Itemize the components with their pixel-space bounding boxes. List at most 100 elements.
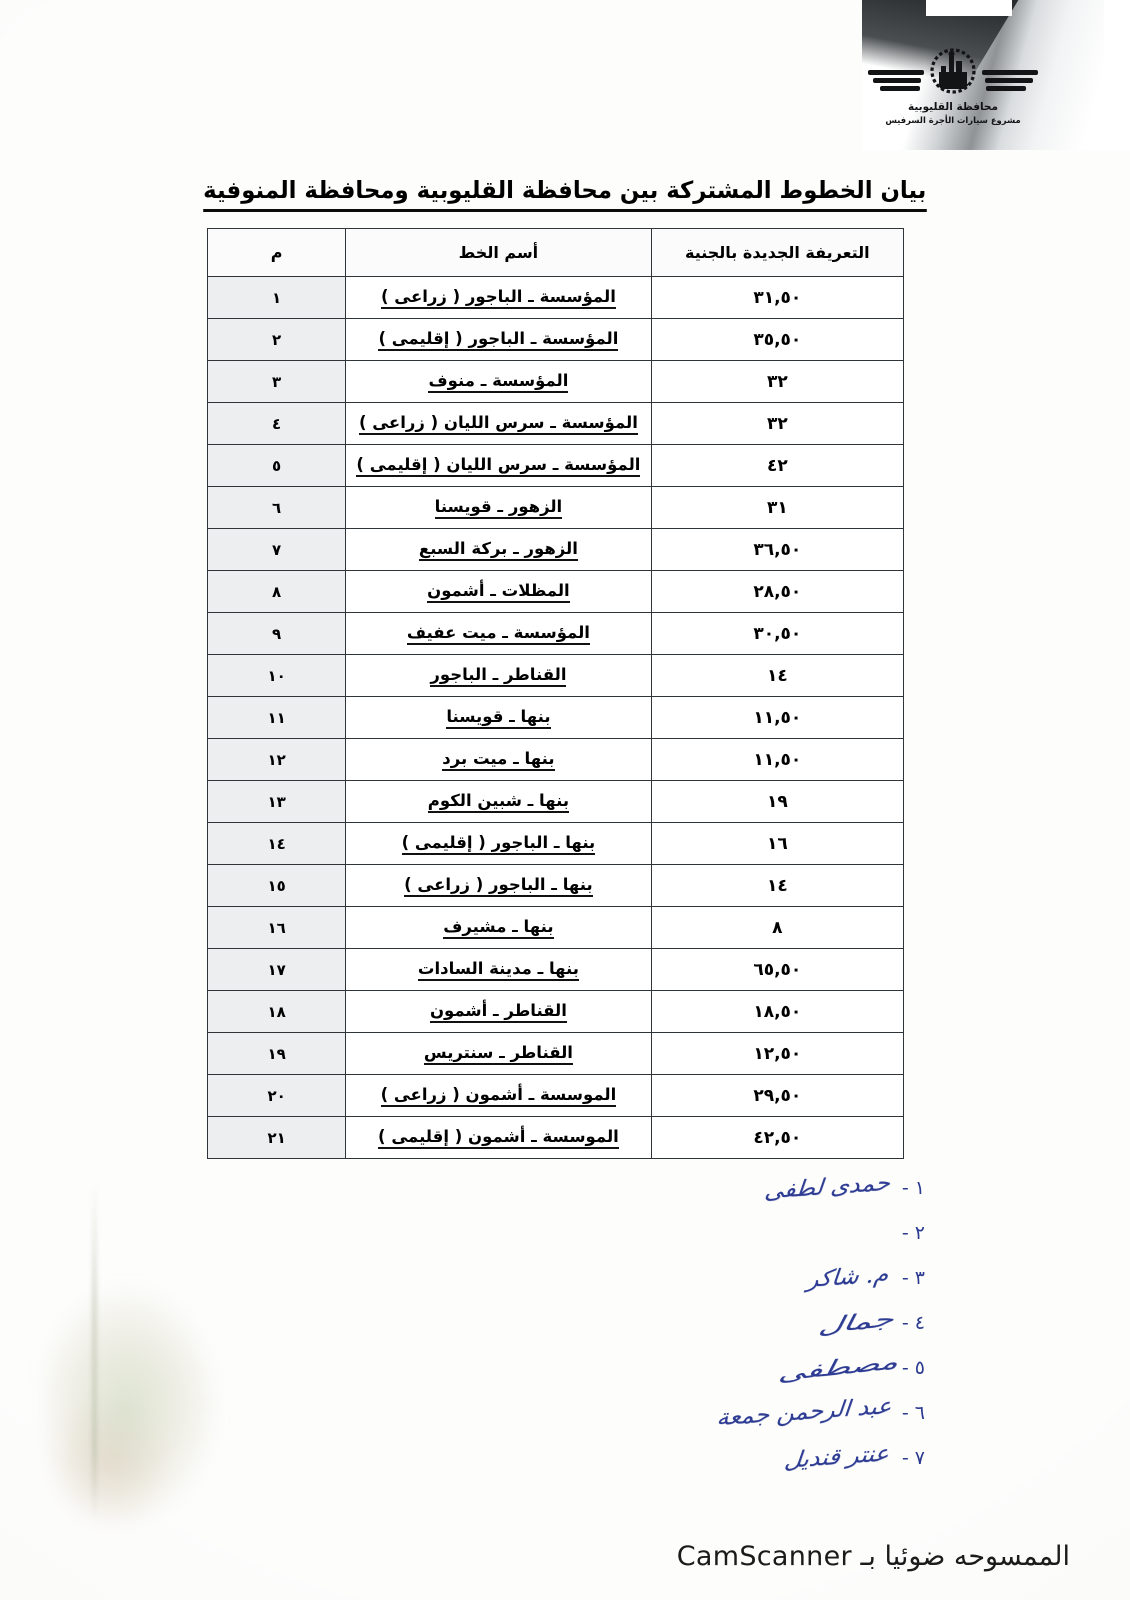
camscanner-watermark: الممسوحه ضوئيا بـ CamScanner [676, 1541, 1070, 1572]
cell-row-number: ١٤ [206, 822, 347, 865]
table-row: ١١,٥٠ بنها ـ ميت برد ١٢ [206, 738, 905, 781]
table-row: ٣٢ المؤسسة ـ سرس الليان ( زراعى ) ٤ [206, 402, 905, 445]
signature-row: ٢ - [625, 1210, 925, 1255]
table-row: ٣٢ المؤسسة ـ منوف ٣ [206, 360, 905, 403]
cell-fare: ١٢,٥٠ [650, 1032, 905, 1075]
page-title: بيان الخطوط المشتركة بين محافظة القليوبي… [203, 176, 927, 212]
cell-line-name: المؤسسة ـ ميت عفيف [345, 612, 652, 655]
cell-fare: ١٨,٥٠ [650, 990, 905, 1033]
letterhead-logo: محافظة القليوبية مشروع سيارات الأجرة الس… [868, 48, 1038, 146]
cell-line-name: المؤسسة ـ منوف [345, 360, 652, 403]
cell-line-name: المؤسسة ـ الباجور ( إقليمى ) [345, 318, 652, 361]
cell-fare: ٤٢ [650, 444, 905, 487]
handwritten-signature: حمدى لطفى [763, 1170, 891, 1205]
table-header-row: التعريفة الجديدة بالجنية أسم الخط م [206, 228, 905, 277]
cell-line-name: بنها ـ قويسنا [345, 696, 652, 739]
cell-line-name: القناطر ـ الباجور [345, 654, 652, 697]
cell-line-name: بنها ـ مشيرف [345, 906, 652, 949]
cell-line-name: بنها ـ ميت برد [345, 738, 652, 781]
table-row: ١٨,٥٠ القناطر ـ أشمون ١٨ [206, 990, 905, 1033]
signature-number: ٥ - [901, 1356, 925, 1379]
cell-line-name: المؤسسة ـ سرس الليان ( إقليمى ) [345, 444, 652, 487]
cell-row-number: ٢٠ [206, 1074, 347, 1117]
table-row: ١٩ بنها ـ شبين الكوم ١٣ [206, 780, 905, 823]
cell-line-name: الموسسة ـ أشمون ( زراعى ) [345, 1074, 652, 1117]
cell-row-number: ٢ [206, 318, 347, 361]
table-row: ١٤ القناطر ـ الباجور ١٠ [206, 654, 905, 697]
column-header-number: م [206, 228, 347, 277]
table-row: ٤٢ المؤسسة ـ سرس الليان ( إقليمى ) ٥ [206, 444, 905, 487]
routes-table: التعريفة الجديدة بالجنية أسم الخط م ٣١,٥… [206, 228, 905, 1159]
cell-fare: ٣٦,٥٠ [650, 528, 905, 571]
cell-row-number: ٧ [206, 528, 347, 571]
cell-row-number: ٥ [206, 444, 347, 487]
cell-fare: ١١,٥٠ [650, 696, 905, 739]
cell-fare: ١٤ [650, 864, 905, 907]
cell-line-name: المؤسسة ـ سرس الليان ( زراعى ) [345, 402, 652, 445]
cell-fare: ٢٨,٥٠ [650, 570, 905, 613]
cell-line-name: بنها ـ شبين الكوم [345, 780, 652, 823]
handwritten-signature: مصطفى [777, 1348, 901, 1387]
cell-row-number: ١٦ [206, 906, 347, 949]
page-corner-shadow [862, 0, 1130, 150]
signature-row: ٤ - جمال [625, 1300, 925, 1345]
winged-eagle-emblem-icon [868, 48, 1038, 100]
signature-row: ١ - حمدى لطفى [625, 1165, 925, 1210]
cell-row-number: ٦ [206, 486, 347, 529]
cell-fare: ٣٢ [650, 402, 905, 445]
signature-number: ١ - [901, 1176, 925, 1199]
cell-row-number: ١ [206, 276, 347, 319]
table-row: ٢٨,٥٠ المظلات ـ أشمون ٨ [206, 570, 905, 613]
table-row: ٨ بنها ـ مشيرف ١٦ [206, 906, 905, 949]
cell-fare: ٣١,٥٠ [650, 276, 905, 319]
table-row: ٣٥,٥٠ المؤسسة ـ الباجور ( إقليمى ) ٢ [206, 318, 905, 361]
cell-row-number: ٤ [206, 402, 347, 445]
cell-fare: ٣١ [650, 486, 905, 529]
table-row: ٣١ الزهور ـ قويسنا ٦ [206, 486, 905, 529]
cell-fare: ٨ [650, 906, 905, 949]
column-header-line-name: أسم الخط [345, 228, 652, 277]
cell-row-number: ١٩ [206, 1032, 347, 1075]
cell-line-name: المظلات ـ أشمون [345, 570, 652, 613]
table-row: ١٤ بنها ـ الباجور ( زراعى ) ١٥ [206, 864, 905, 907]
cell-fare: ١٦ [650, 822, 905, 865]
signature-number: ٧ - [901, 1446, 925, 1469]
table-row: ٤٢,٥٠ الموسسة ـ أشمون ( إقليمى ) ٢١ [206, 1116, 905, 1159]
column-header-fare: التعريفة الجديدة بالجنية [650, 228, 905, 277]
cell-line-name: بنها ـ الباجور ( زراعى ) [345, 864, 652, 907]
cell-line-name: المؤسسة ـ الباجور ( زراعى ) [345, 276, 652, 319]
table-row: ٦٥,٥٠ بنها ـ مدينة السادات ١٧ [206, 948, 905, 991]
logo-project-name: مشروع سيارات الأجرة السرفيس [885, 115, 1021, 125]
cell-line-name: الزهور ـ بركة السبع [345, 528, 652, 571]
cell-fare: ٦٥,٥٠ [650, 948, 905, 991]
cell-row-number: ٨ [206, 570, 347, 613]
cell-row-number: ١٢ [206, 738, 347, 781]
logo-governorate-name: محافظة القليوبية [908, 101, 998, 113]
cell-line-name: الموسسة ـ أشمون ( إقليمى ) [345, 1116, 652, 1159]
cell-line-name: بنها ـ الباجور ( إقليمى ) [345, 822, 652, 865]
cell-line-name: الزهور ـ قويسنا [345, 486, 652, 529]
signature-number: ٤ - [901, 1311, 925, 1334]
table-row: ٣١,٥٠ المؤسسة ـ الباجور ( زراعى ) ١ [206, 276, 905, 319]
signature-block: ١ - حمدى لطفى ٢ -٣ - م. شاكر ٤ - جمال ٥ - مصطفى… [625, 1165, 925, 1485]
cell-fare: ٣٢ [650, 360, 905, 403]
page-title-wrap: بيان الخطوط المشتركة بين محافظة القليوبي… [0, 176, 1130, 212]
cell-line-name: القناطر ـ أشمون [345, 990, 652, 1033]
cell-fare: ٢٩,٥٠ [650, 1074, 905, 1117]
cell-fare: ٣٥,٥٠ [650, 318, 905, 361]
signature-number: ٦ - [901, 1401, 925, 1424]
cell-fare: ٤٢,٥٠ [650, 1116, 905, 1159]
cell-row-number: ١١ [206, 696, 347, 739]
handwritten-signature: جمال [816, 1306, 896, 1339]
cell-fare: ١١,٥٠ [650, 738, 905, 781]
cell-row-number: ١٥ [206, 864, 347, 907]
cell-line-name: بنها ـ مدينة السادات [345, 948, 652, 991]
cell-line-name: القناطر ـ سنتريس [345, 1032, 652, 1075]
signature-number: ٣ - [901, 1266, 925, 1289]
table-row: ١٢,٥٠ القناطر ـ سنتريس ١٩ [206, 1032, 905, 1075]
cell-row-number: ٣ [206, 360, 347, 403]
handwritten-signature: عبد الرحمن جمعة [715, 1393, 893, 1432]
signature-row: ٦ - عبد الرحمن جمعة [625, 1390, 925, 1435]
cell-row-number: ١٧ [206, 948, 347, 991]
